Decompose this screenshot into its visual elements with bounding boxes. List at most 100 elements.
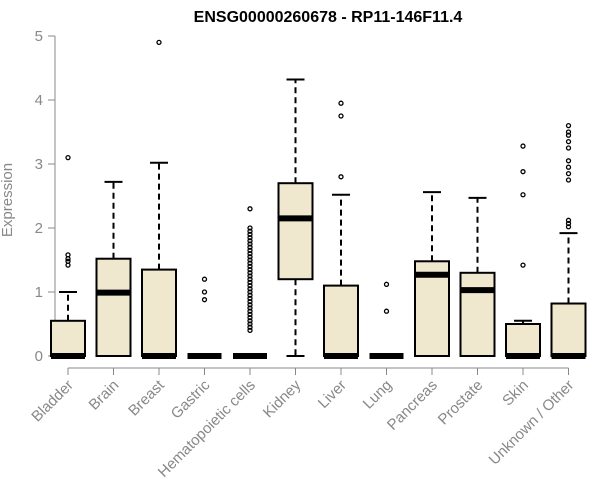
outlier-point [565,132,572,138]
outlier-point [201,297,208,303]
outlier-point [247,321,253,327]
outlier-point [247,282,253,289]
box-group [323,100,359,359]
outlier-point [247,311,253,318]
outlier-point [247,260,253,266]
box-iqr [141,268,177,358]
y-tick-label: 4 [35,92,43,109]
x-tick-label: Liver [315,377,350,412]
x-tick-label: Skin [499,377,532,410]
box-group [277,78,314,357]
x-tick-label: Bladder [28,377,77,426]
outlier-point [247,234,253,241]
outlier-point [247,327,253,334]
outlier-point [247,206,253,212]
outlier-point [65,154,71,161]
outlier-point [565,217,572,223]
outlier-point [565,129,572,135]
x-tick-label: Breast [125,376,168,419]
outlier-point [247,305,253,311]
outlier-point [520,143,526,149]
outlier-point [247,270,253,276]
box-iqr [459,271,496,357]
box-iqr [505,323,541,357]
outlier-point [247,266,253,273]
box-iqr [95,257,132,357]
plot-area [50,39,587,359]
outlier-point [201,276,208,282]
outlier-point [247,247,253,254]
x-tick-label: Prostate [435,377,487,429]
outlier-point [247,302,253,308]
outlier-point [383,308,390,314]
box-group [95,180,132,357]
outlier-point [247,257,253,263]
box-group [550,122,587,359]
box-iqr [323,284,359,358]
outlier-point [247,228,253,234]
outlier-point [520,262,526,268]
y-tick-label: 2 [35,220,43,237]
outlier-point [565,164,572,170]
x-tick-label: Brain [86,377,123,414]
chart-title: ENSG00000260678 - RP11-146F11.4 [194,9,463,26]
outlier-point [247,231,253,238]
outlier-point [520,192,526,198]
outlier-point [565,220,572,227]
outlier-point [565,122,572,129]
outlier-point [247,292,253,298]
box-group [505,143,541,359]
outlier-point [338,174,344,180]
box-group [414,191,450,357]
outlier-point [247,244,253,250]
outlier-point [565,158,572,164]
box-group [459,196,496,357]
box-group [233,206,267,359]
outlier-point [247,289,253,295]
outlier-point [565,224,572,230]
outlier-point [247,324,253,330]
outlier-point [247,263,253,270]
x-tick-label: Unknown / Other [486,377,578,469]
y-tick-label: 1 [35,284,43,301]
outlier-point [247,298,253,305]
box-group [141,39,177,359]
y-axis: 0 1 2 3 4 5 [35,28,56,365]
box-iqr [50,319,86,357]
outlier-point [383,281,390,287]
outlier-point [247,314,253,321]
outlier-point [247,318,253,324]
x-tick-label: Pancreas [384,377,441,434]
outlier-point [247,273,253,279]
outlier-point [520,169,526,175]
outlier-point [338,100,344,106]
outlier-point [247,225,253,231]
x-tick-label: Lung [360,377,396,413]
box-iqr [277,182,314,281]
outlier-point [247,250,253,257]
box-group [187,276,222,359]
outlier-point [247,295,253,302]
x-tick-label: Kidney [260,376,305,421]
box-group [369,281,404,359]
outlier-point [565,145,572,151]
outlier-point [247,279,253,286]
outlier-point [65,258,71,264]
y-tick-label: 0 [35,348,43,365]
outlier-point [247,286,253,292]
outlier-point [247,238,253,244]
outlier-point [156,39,162,46]
outlier-point [247,308,253,314]
outlier-point [65,252,71,258]
outlier-point [247,254,253,260]
outlier-point [247,241,253,247]
outlier-point [565,177,572,183]
outlier-point [565,170,572,177]
box-group [50,154,86,359]
outlier-point [201,289,208,295]
y-axis-label: Expression [0,163,16,237]
outlier-point [338,113,344,119]
box-iqr [550,302,587,357]
